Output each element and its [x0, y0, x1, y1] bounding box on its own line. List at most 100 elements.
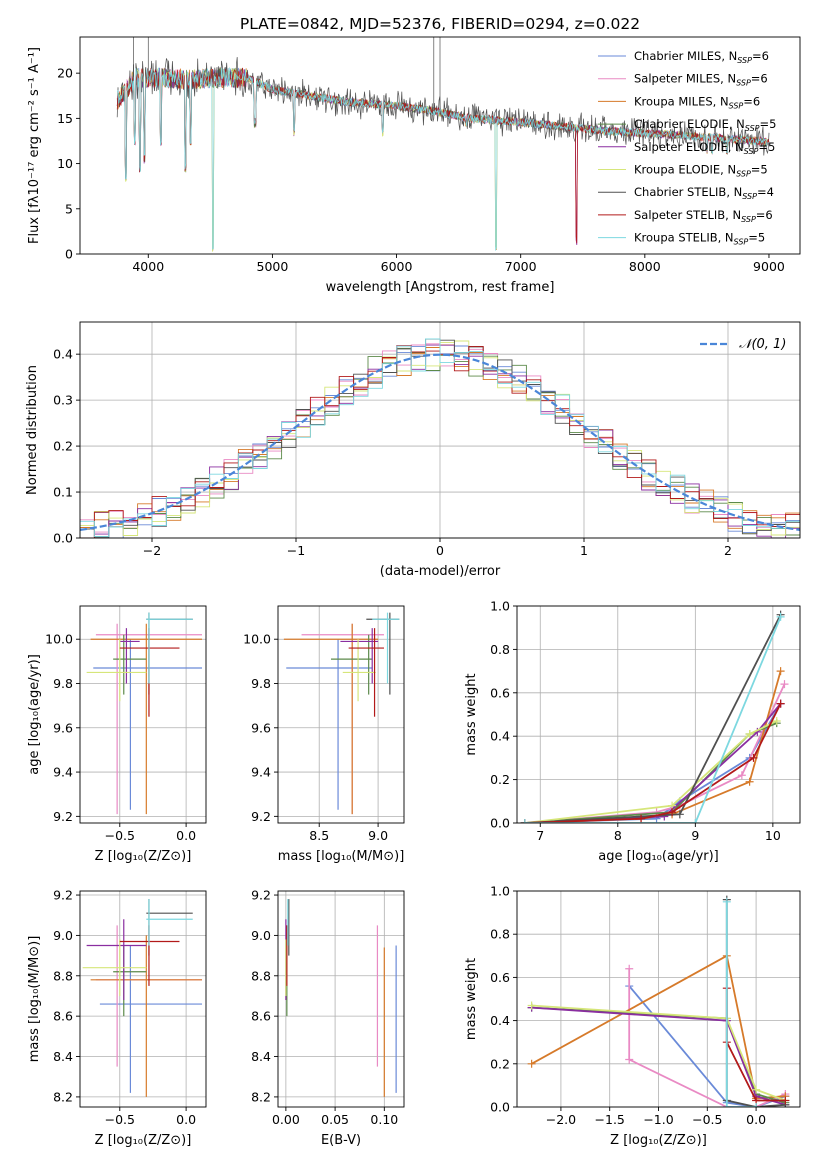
errorbar-point-kroupa_elodie: [342, 639, 376, 702]
y-axis-label: Normed distribution: [25, 365, 40, 495]
x-tick-label: 8.5: [309, 828, 329, 843]
errorbar-point-kroupa_elodie: [86, 639, 147, 702]
y-tick-label: 9.4: [251, 765, 271, 780]
y-axis-label: mass [log₁₀(M/M⊙)]: [27, 936, 42, 1063]
x-axis-label: mass [log₁₀(M/M⊙)]: [278, 849, 405, 864]
weight-marker: [752, 1085, 761, 1094]
x-tick-label: 8000: [629, 259, 661, 274]
figure-title: PLATE=0842, MJD=52376, FIBERID=0294, z=0…: [240, 15, 640, 33]
spectrum-series-kroupa_stelib: [116, 66, 770, 251]
x-tick-label: 8: [614, 828, 622, 843]
y-tick-label: 9.8: [251, 676, 271, 691]
y-axis-label: age [log₁₀(age/yr)]: [27, 654, 42, 775]
x-tick-label: −1.0: [643, 1112, 673, 1127]
residuals-plot-area: [80, 338, 800, 538]
x-tick-label: 0.0: [746, 1112, 766, 1127]
weight-series-chabrier_miles: [524, 703, 782, 823]
weight-marker: [752, 1103, 761, 1107]
x-tick-label: −0.5: [105, 828, 135, 843]
weight-marker: [527, 1001, 536, 1010]
y-tick-label: 1.0: [490, 884, 510, 899]
x-tick-label: 7: [536, 828, 544, 843]
x-tick-label: 1: [580, 543, 588, 558]
legend-label: Salpeter MILES, NSSP=6: [634, 72, 768, 88]
axes-frame: [277, 890, 405, 1108]
errorbar-point-salpeter_elodie: [86, 919, 147, 1001]
y-tick-label: 9.2: [53, 888, 73, 903]
errorbar-point-salpeter_stelib: [348, 628, 384, 717]
axes-frame: [79, 890, 207, 1108]
errorbar-point-chabrier_stelib: [366, 612, 400, 695]
x-tick-label: 6000: [381, 259, 413, 274]
weight-marker: [749, 753, 758, 762]
y-tick-label: 8.4: [53, 1049, 73, 1064]
x-tick-label: 5000: [257, 259, 289, 274]
y-tick-label: 0: [65, 247, 73, 262]
x-tick-label: 9000: [753, 259, 785, 274]
weight-series-kroupa_miles: [524, 670, 782, 823]
age_vs_Z-axes: −0.5 0.0 9.2 9.4 9.6 9.8 10.0 Z [log₁₀(Z/Z⊙)] ag…: [27, 605, 207, 864]
spectrum-plot-area: [116, 37, 770, 252]
x-tick-label: −1.5: [595, 1112, 625, 1127]
age_vs_mass-plot-area: [283, 612, 400, 815]
y-axis-label: mass weight: [464, 958, 479, 1040]
x-axis-label: (data-model)/error: [380, 564, 501, 579]
weight-marker: [780, 680, 789, 689]
legend-label: Kroupa ELODIE, NSSP=5: [634, 163, 768, 179]
y-tick-label: 9.2: [251, 888, 271, 903]
y-tick-label: 0.4: [53, 347, 73, 362]
legend-label: Chabrier STELIB, NSSP=4: [634, 185, 774, 201]
weight-marker: [781, 1096, 790, 1105]
errorbar-point-kroupa_elodie: [82, 939, 147, 996]
y-tick-label: 0.2: [490, 772, 510, 787]
weight-series-kroupa_elodie: [524, 720, 778, 823]
weight-marker: [776, 612, 785, 621]
weight-marker: [745, 730, 754, 739]
weight-marker: [722, 1103, 731, 1107]
y-tick-label: 0.2: [53, 439, 73, 454]
x-tick-label: 0.0: [176, 828, 196, 843]
legend-label: 𝒩(0, 1): [739, 337, 786, 352]
y-tick-label: 8.2: [53, 1089, 73, 1104]
weight-marker: [520, 819, 529, 823]
residuals-axes: −2 −1 0 1 2 0.0 0.1 0.2 0.3 0.4 (data-model)/error…: [25, 321, 801, 579]
errorbar-point-salpeter_stelib: [119, 925, 180, 986]
y-tick-label: 0.0: [490, 816, 510, 831]
y-tick-label: 10.0: [45, 632, 73, 647]
y-tick-label: 0.6: [490, 970, 510, 985]
x-tick-label: 9: [691, 828, 699, 843]
y-tick-label: 0.4: [490, 1013, 510, 1028]
legend-label: Chabrier MILES, NSSP=6: [634, 49, 769, 65]
y-tick-label: 20: [57, 66, 73, 81]
axes-frame: [277, 605, 405, 824]
x-tick-label: −0.5: [105, 1112, 135, 1127]
y-tick-label: 0.0: [53, 531, 73, 546]
y-axis-label: mass weight: [464, 673, 479, 755]
x-tick-label: 0.10: [370, 1112, 398, 1127]
errorbar-point-kroupa_stelib: [146, 612, 193, 684]
y-tick-label: 0.8: [490, 642, 510, 657]
weight-marker: [776, 699, 785, 708]
x-axis-label: wavelength [Angstrom, rest frame]: [326, 280, 555, 295]
weight-marker: [745, 777, 754, 786]
y-tick-label: 9.2: [53, 809, 73, 824]
spectrum-axes: 4000 5000 6000 7000 8000 9000 0 5 10 15 20 waveleng…: [27, 36, 801, 295]
legend-label: Salpeter STELIB, NSSP=6: [634, 208, 773, 224]
axes-frame: [516, 605, 801, 824]
y-tick-label: 0.3: [53, 393, 73, 408]
y-tick-label: 10: [57, 156, 73, 171]
weight-marker: [675, 810, 684, 819]
x-tick-label: 0.0: [176, 1112, 196, 1127]
x-axis-label: age [log₁₀(age/yr)]: [598, 849, 719, 864]
x-tick-label: 2: [724, 543, 732, 558]
weight_vs_Z-axes: −2.0 −1.5 −1.0 −0.5 0.0 0.0 0.2 0.4 0.6 0.8 1.0 Z […: [464, 884, 801, 1148]
legend-label: Chabrier ELODIE, NSSP=5: [634, 117, 776, 133]
y-tick-label: 8.4: [251, 1049, 271, 1064]
legend-label: Kroupa STELIB, NSSP=5: [634, 231, 765, 247]
x-tick-label: 10: [765, 828, 781, 843]
x-tick-label: 7000: [505, 259, 537, 274]
y-tick-label: 9.0: [251, 928, 271, 943]
weight-marker: [668, 808, 677, 817]
errorbar-point-kroupa_miles: [283, 623, 379, 815]
